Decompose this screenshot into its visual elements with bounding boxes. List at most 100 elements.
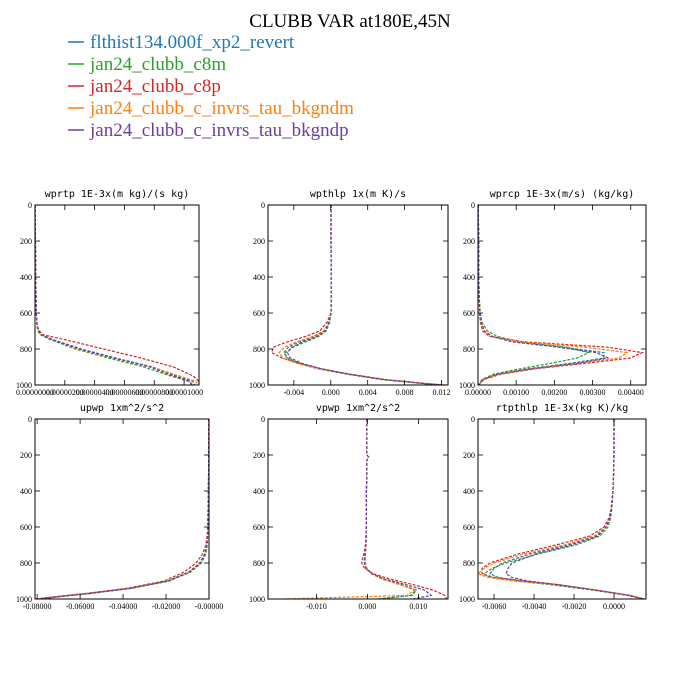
legend: flthist134.000f_xp2_revertjan24_clubb_c8… <box>68 32 354 141</box>
y-tick-label: 200 <box>20 451 32 460</box>
series-line <box>40 419 209 599</box>
series-line <box>35 205 199 385</box>
chart-panel: vpwp 1xm^2/s^2 0 200 400 600 800 1000 -0.010 0.0… <box>249 403 449 611</box>
chart-panel: wprcp 1E-3x(m/s) (kg/kg) 0 200 400 600 800 100… <box>459 189 647 397</box>
y-tick-label: 400 <box>253 273 265 282</box>
chart-panel: wprtp 1E-3x(m kg)/(s kg) 0 200 400 600 800 100… <box>16 189 203 397</box>
x-tick-label: 0.00000000 <box>16 388 54 397</box>
y-tick-label: 1000 <box>16 381 32 390</box>
y-tick-label: 0 <box>261 201 265 210</box>
series-line <box>270 205 445 385</box>
y-tick-label: 1000 <box>459 595 475 604</box>
x-tick-label: -0.0020 <box>562 602 587 611</box>
y-tick-label: 400 <box>463 273 475 282</box>
series-line <box>364 419 418 599</box>
y-tick-label: 600 <box>253 309 265 318</box>
y-tick-label: 200 <box>463 451 475 460</box>
y-tick-label: 400 <box>253 487 265 496</box>
y-tick-label: 0 <box>471 415 475 424</box>
x-tick-label: 0.00300 <box>580 388 606 397</box>
y-tick-label: 800 <box>20 559 32 568</box>
legend-entry: jan24_clubb_c_invrs_tau_bkgndp <box>89 120 349 141</box>
y-tick-label: 800 <box>463 345 475 354</box>
y-tick-label: 800 <box>253 559 265 568</box>
x-tick-label: 0.004 <box>359 388 377 397</box>
x-tick-label: -0.0060 <box>482 602 507 611</box>
y-tick-label: 1000 <box>249 381 265 390</box>
plot-frame <box>34 204 200 386</box>
x-tick-label: -0.06000 <box>66 602 95 611</box>
series-line <box>478 205 610 385</box>
x-tick-label: 0.008 <box>396 388 414 397</box>
chart-panel: wpthlp 1x(m K)/s 0 200 400 600 800 1000 -0.004 0… <box>249 189 451 397</box>
x-tick-label: -0.04000 <box>109 602 138 611</box>
x-tick-label: -0.010 <box>306 602 327 611</box>
x-tick-label: 0.0000 <box>603 602 625 611</box>
y-tick-label: 800 <box>20 345 32 354</box>
x-tick-label: 0.00001000 <box>165 388 203 397</box>
plot-frame <box>267 204 449 386</box>
series-line <box>478 205 591 385</box>
y-tick-label: 600 <box>20 309 32 318</box>
legend-entry: flthist134.000f_xp2_revert <box>90 32 295 53</box>
series-line <box>505 419 645 599</box>
series-line <box>286 205 442 385</box>
series-line <box>364 419 417 599</box>
y-tick-label: 400 <box>463 487 475 496</box>
series-line <box>278 205 446 385</box>
chart-panel: upwp 1xm^2/s^2 0 200 400 600 800 1000-0.08000 -… <box>16 403 223 611</box>
x-tick-label: 0.00100 <box>503 388 529 397</box>
x-tick-label: 0.00000400 <box>76 388 114 397</box>
figure-title: CLUBB VAR at180E,45N <box>249 11 451 32</box>
panel-title: wpthlp 1x(m K)/s <box>310 189 406 200</box>
series-line <box>361 419 448 599</box>
y-tick-label: 1000 <box>16 595 32 604</box>
panels: wprtp 1E-3x(m kg)/(s kg) 0 200 400 600 800 100… <box>16 189 647 611</box>
series-line <box>283 419 416 599</box>
x-tick-label: 0.00000 <box>465 388 491 397</box>
x-tick-label: 0.00000600 <box>105 388 143 397</box>
y-tick-label: 1000 <box>459 381 475 390</box>
y-tick-label: 200 <box>463 237 475 246</box>
panel-title: vpwp 1xm^2/s^2 <box>316 403 400 414</box>
y-tick-label: 200 <box>253 451 265 460</box>
plot-frame <box>477 204 647 386</box>
plot-frame <box>34 418 210 600</box>
y-tick-label: 600 <box>20 523 32 532</box>
y-tick-label: 200 <box>20 237 32 246</box>
x-tick-label: -0.02000 <box>152 602 181 611</box>
series-line <box>489 419 645 599</box>
x-tick-label: 0.012 <box>433 388 451 397</box>
y-tick-label: 1000 <box>249 595 265 604</box>
series-line <box>363 419 433 599</box>
x-tick-label: -0.08000 <box>23 602 52 611</box>
panel-title: upwp 1xm^2/s^2 <box>80 403 164 414</box>
x-tick-label: 0.00000200 <box>46 388 84 397</box>
x-tick-label: -0.0040 <box>522 602 547 611</box>
legend-entry: jan24_clubb_c_invrs_tau_bkgndm <box>89 98 354 119</box>
y-tick-label: 400 <box>20 487 32 496</box>
x-tick-label: 0.00400 <box>618 388 644 397</box>
panel-title: wprcp 1E-3x(m/s) (kg/kg) <box>490 189 635 200</box>
panel-title: rtpthlp 1E-3x(kg K)/kg <box>496 403 628 414</box>
y-tick-label: 0 <box>28 415 32 424</box>
x-tick-label: -0.004 <box>284 388 305 397</box>
series-line <box>35 205 193 385</box>
legend-entry: jan24_clubb_c8p <box>89 76 221 97</box>
y-tick-label: 800 <box>253 345 265 354</box>
y-tick-label: 400 <box>20 273 32 282</box>
series-line <box>284 205 442 385</box>
y-tick-label: 0 <box>261 415 265 424</box>
x-tick-label: 0.010 <box>409 602 427 611</box>
x-tick-label: 0.00000800 <box>135 388 173 397</box>
x-tick-label: -0.00000 <box>195 602 224 611</box>
x-tick-label: 0.000 <box>322 388 340 397</box>
y-tick-label: 600 <box>463 523 475 532</box>
series-line <box>482 419 645 599</box>
y-tick-label: 600 <box>463 309 475 318</box>
x-tick-label: 0.00200 <box>541 388 567 397</box>
plot-frame <box>267 418 449 600</box>
legend-entry: jan24_clubb_c8m <box>89 54 226 75</box>
chart-panel: rtpthlp 1E-3x(kg K)/kg02004006008001000-… <box>459 403 647 611</box>
y-tick-label: 600 <box>253 523 265 532</box>
